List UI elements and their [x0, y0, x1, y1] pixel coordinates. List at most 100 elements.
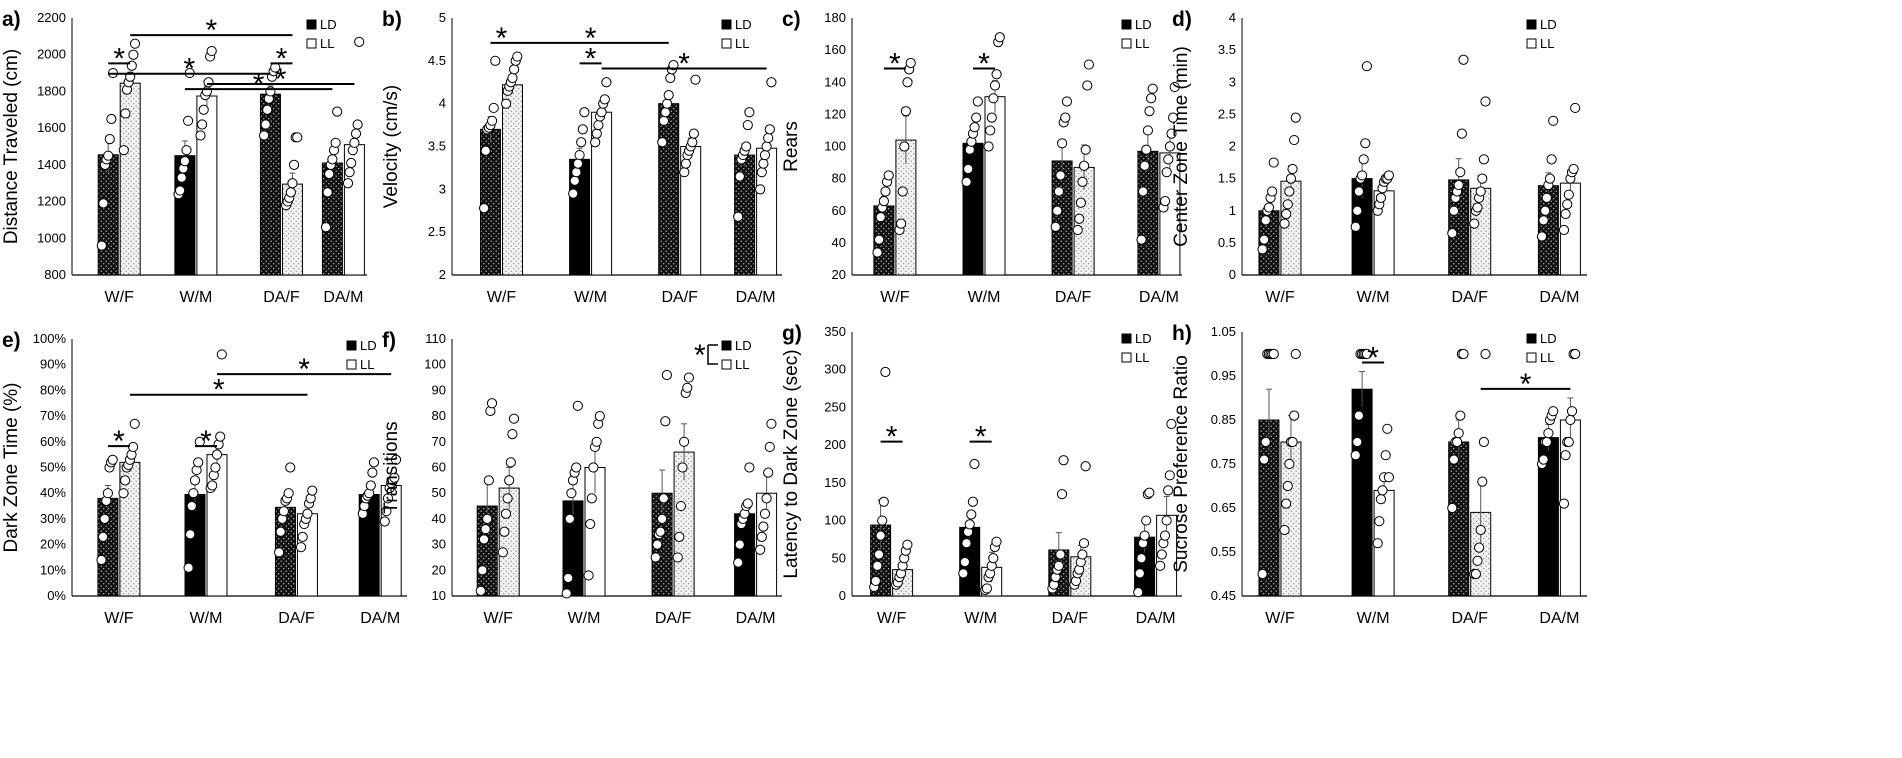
y-tick-label: 20 [832, 267, 846, 282]
x-tick-label: W/F [105, 289, 135, 306]
bar-ll [984, 96, 1006, 276]
y-tick-label: 800 [44, 267, 66, 282]
y-axis-label: Distance Traveled (cm) [1, 49, 22, 244]
data-point [742, 498, 753, 509]
data-point [327, 154, 338, 165]
data-point [763, 132, 774, 144]
data-point [1161, 515, 1172, 526]
significance-star: * [275, 63, 287, 96]
y-tick-label: 0.45 [1211, 588, 1236, 603]
legend-swatch-ll [1121, 352, 1132, 363]
data-point [1455, 410, 1466, 421]
data-point [1077, 176, 1088, 187]
data-point [1163, 485, 1174, 496]
data-point [958, 568, 969, 579]
data-point [961, 538, 972, 549]
data-point [292, 132, 303, 143]
data-point [1260, 215, 1271, 226]
y-axis-label: Latency to Dark Zone (sec) [781, 349, 802, 578]
data-point [508, 64, 520, 75]
data-point [1161, 167, 1172, 178]
data-point [488, 102, 499, 114]
legend-label: LD [1540, 17, 1557, 32]
data-point [1350, 221, 1361, 232]
data-point [1570, 348, 1581, 360]
y-tick-label: 250 [824, 399, 846, 414]
data-point [872, 560, 883, 571]
y-tick-label: 350 [824, 324, 846, 339]
data-point [576, 137, 587, 148]
data-point [1072, 224, 1083, 236]
x-tick-label: DA/F [661, 289, 698, 306]
panel-d: d) Center Zone Time (min) 0 0.5 1 1.5 2 2.5 3 3.5… [1171, 8, 1587, 306]
data-point [186, 500, 197, 512]
data-point [1562, 199, 1573, 210]
data-point [568, 188, 579, 199]
panel-label: g) [782, 322, 802, 345]
y-axis-label: Dark Zone Time (%) [1, 383, 22, 553]
y-tick-label: 3.5 [1218, 42, 1236, 57]
data-point [577, 124, 588, 135]
data-point [1382, 423, 1393, 434]
data-point [663, 90, 674, 101]
panel-f: f) Transitions 10 20 30 40 50 60 70 80 90 100 110 W/F… [381, 329, 782, 627]
data-point [733, 211, 744, 222]
data-point [1060, 112, 1071, 123]
data-point [572, 158, 584, 169]
data-point [1139, 530, 1150, 541]
data-point [275, 526, 286, 537]
data-point [766, 77, 777, 88]
data-point [572, 400, 583, 411]
data-point [1383, 472, 1395, 483]
data-point [504, 475, 515, 486]
data-point [118, 488, 129, 499]
data-point [1055, 549, 1066, 560]
y-axis-label: Center Zone Time (min) [1171, 46, 1192, 247]
x-tick-label: W/F [1265, 289, 1295, 306]
y-tick-label: 50% [40, 460, 66, 475]
data-point [1290, 112, 1301, 123]
data-point [96, 240, 107, 251]
y-tick-label: 150 [824, 475, 846, 490]
data-point [650, 552, 661, 563]
data-point [106, 113, 117, 125]
y-tick-label: 0.65 [1211, 500, 1236, 515]
data-point [349, 137, 360, 148]
y-tick-label: 110 [425, 331, 446, 346]
data-point [1361, 61, 1373, 72]
data-point [1456, 128, 1468, 139]
data-point [1543, 428, 1554, 439]
significance-star: * [585, 42, 597, 75]
data-point [1052, 205, 1063, 216]
data-point [660, 416, 671, 427]
bar-ld [1448, 441, 1470, 597]
y-tick-label: 140 [824, 74, 846, 89]
data-point [483, 475, 494, 486]
x-tick-label: DA/M [1539, 610, 1579, 627]
legend-swatch-ll [1526, 352, 1537, 363]
legend-swatch-ld [1526, 19, 1537, 30]
data-point [878, 496, 889, 507]
data-point [1541, 436, 1552, 448]
panel-label: f) [382, 329, 396, 352]
data-point [593, 119, 604, 131]
data-point [991, 536, 1002, 547]
x-tick-label: DA/M [323, 289, 363, 306]
data-point [1260, 436, 1271, 448]
data-point [512, 51, 523, 62]
data-point [181, 145, 192, 156]
data-point [1284, 186, 1295, 197]
data-point [486, 398, 498, 409]
data-point [295, 542, 307, 553]
x-tick-label: DA/M [736, 289, 776, 306]
legend-label: LD [360, 338, 377, 353]
data-point [741, 141, 752, 152]
data-point [1544, 173, 1556, 184]
data-point [480, 145, 491, 156]
data-point [1281, 498, 1292, 509]
data-point [1159, 530, 1171, 541]
data-point [1548, 115, 1559, 126]
data-point [594, 411, 605, 422]
data-point [179, 156, 190, 167]
data-point [197, 119, 208, 130]
